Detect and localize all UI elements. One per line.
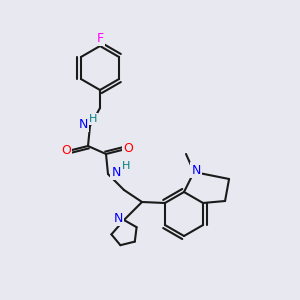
Text: H: H (122, 161, 130, 171)
Text: N: N (191, 164, 201, 176)
Text: N: N (78, 118, 88, 130)
Text: N: N (111, 166, 121, 178)
Text: F: F (96, 32, 103, 44)
Text: N: N (113, 212, 123, 224)
Text: O: O (61, 143, 71, 157)
Text: O: O (123, 142, 133, 154)
Text: H: H (89, 114, 97, 124)
